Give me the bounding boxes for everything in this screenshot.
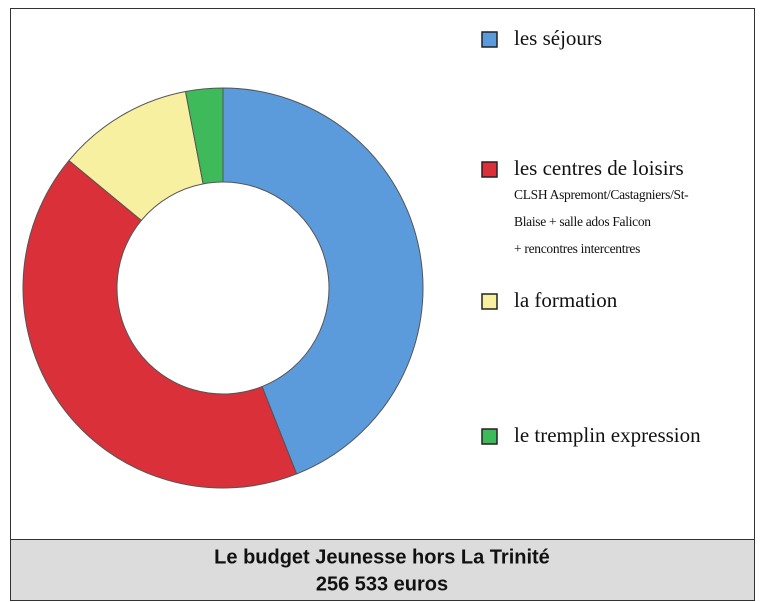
donut-segment [222,87,424,475]
legend-swatch [481,293,498,310]
caption-box [10,539,755,601]
legend-note: Blaise + salle ados Falicon [514,214,651,229]
legend-note: CLSH Aspremont/Castagniers/St- [514,187,689,202]
chart-title: Le budget Jeunesse hors La Trinité [214,546,550,568]
legend-label: les séjours [514,26,602,50]
donut-segment [184,87,224,185]
legend-label: les centres de loisirs [514,156,684,180]
legend-swatch [481,161,498,178]
legend-label: la formation [514,288,618,312]
legend-label: le tremplin expression [514,423,701,447]
donut-segment [22,159,298,489]
chart-subtitle: 256 533 euros [316,573,448,595]
legend-swatch [481,428,498,445]
legend-swatch [481,31,498,48]
legend-note: + rencontres intercentres [514,241,640,256]
